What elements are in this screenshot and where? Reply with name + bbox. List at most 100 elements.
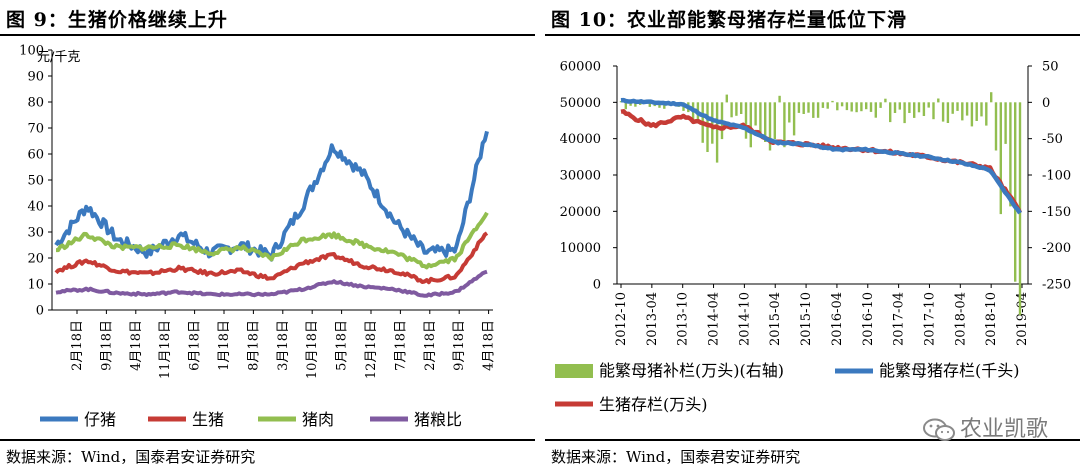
x-tick-label: 6月18日 [188, 320, 203, 371]
bar-sow-replenish [768, 102, 772, 151]
bar-sow-replenish [802, 102, 805, 114]
legend-swatch [555, 364, 593, 378]
y-right-tick-label: -50 [1042, 132, 1063, 147]
bar-sow-replenish [783, 102, 786, 148]
y-left-tick-label: 0 [593, 278, 601, 293]
x-tick-label: 2017-10 [922, 292, 937, 346]
y-tick-label: 50 [27, 174, 44, 189]
y-tick-label: 90 [27, 70, 44, 85]
bar-sow-replenish [740, 102, 743, 114]
bar-sow-replenish [812, 102, 815, 118]
y-left-tick-label: 20000 [560, 205, 601, 220]
bar-sow-replenish [730, 102, 733, 118]
series-line-hog-grain-ratio [55, 269, 488, 298]
y-tick-label: 40 [27, 200, 44, 215]
y-right-tick-label: -150 [1042, 205, 1071, 220]
x-tick-label: 2017-04 [892, 292, 907, 346]
legend-label: 仔猪 [84, 410, 116, 429]
x-tick-label: 2016-04 [830, 292, 845, 346]
y-tick-label: 60 [27, 148, 44, 163]
bar-sow-replenish [855, 102, 858, 113]
bar-sow-replenish [1009, 102, 1012, 207]
bar-sow-replenish [990, 92, 993, 103]
bar-sow-replenish [869, 102, 873, 112]
bar-sow-replenish [970, 102, 974, 127]
series-line-sow-inventory [620, 97, 1022, 215]
y-left-tick-label: 40000 [560, 132, 601, 147]
series-line-piglet [54, 130, 489, 262]
bar-sow-replenish [807, 102, 810, 113]
bar-sow-replenish [744, 102, 748, 139]
y-tick-label: 20 [27, 252, 44, 267]
source-note: 数据来源：Wind，国泰君安证券研究 [551, 448, 801, 466]
bar-sow-replenish [648, 102, 651, 107]
x-tick-label: 9月18日 [452, 320, 467, 371]
bar-sow-replenish [941, 102, 945, 122]
title-rule [0, 34, 535, 36]
y-tick-label: 10 [27, 278, 44, 293]
series-line-pork [56, 211, 489, 270]
x-tick-label: 8月18日 [246, 320, 261, 371]
bar-sow-replenish [884, 98, 887, 103]
bar-sow-replenish [956, 102, 959, 111]
bar-sow-replenish [874, 102, 877, 118]
title-rule [545, 34, 1080, 36]
bar-sow-replenish [792, 102, 796, 136]
y-right-tick-label: -250 [1042, 278, 1071, 293]
bar-sow-replenish [932, 102, 935, 120]
bar-sow-replenish [773, 102, 776, 139]
bar-sow-replenish [913, 102, 916, 118]
x-tick-label: 9月18日 [99, 320, 114, 371]
bar-sow-replenish [634, 102, 637, 107]
bar-sow-replenish [624, 102, 627, 110]
bar-sow-replenish [691, 102, 695, 123]
bar-sow-replenish [980, 102, 983, 117]
y-left-tick-label: 60000 [560, 60, 601, 75]
legend-label: 能繁母猪补栏(万头)(右轴) [599, 361, 784, 380]
bar-sow-replenish [922, 102, 926, 116]
bar-sow-replenish [951, 102, 954, 114]
right-chart-svg: 0 10000 20000 30000 40000 50000 60000 -250 -200 -… [555, 60, 1071, 414]
bar-sow-replenish [1004, 102, 1007, 144]
x-tick-label: 2015-10 [799, 292, 814, 346]
y-right-tick-label: 0 [1042, 96, 1050, 111]
source-rule [0, 439, 535, 441]
bar-sow-replenish [663, 102, 666, 109]
legend-label: 生猪 [192, 410, 224, 429]
x-tick-label: 2013-04 [645, 292, 660, 346]
y-left-tick-label: 30000 [560, 169, 601, 184]
bar-sow-replenish [831, 100, 834, 103]
x-tick-label: 2015-04 [768, 292, 783, 346]
x-tick-label: 7月18日 [393, 320, 408, 371]
bar-sow-replenish [764, 102, 767, 142]
series-line-live-hog [54, 231, 489, 285]
y-unit-label: 元/千克 [37, 50, 80, 65]
bar-sow-replenish [845, 102, 849, 111]
x-tick-label: 2012-10 [614, 292, 629, 346]
bar-sow-replenish [629, 102, 632, 106]
bar-sow-replenish [836, 102, 839, 111]
source-note: 数据来源：Wind，国泰君安证券研究 [6, 448, 256, 466]
y-tick-label: 70 [27, 122, 44, 137]
x-tick-label: 4月18日 [129, 320, 144, 371]
x-tick-label: 10月18日 [305, 320, 320, 379]
bar-sow-replenish [879, 102, 882, 108]
x-tick-label: 2019-04 [1015, 292, 1030, 346]
bar-sow-replenish [903, 102, 906, 124]
legend-label: 生猪存栏(万头) [599, 395, 708, 414]
bar-sow-replenish [898, 102, 901, 110]
x-tick-label: 2013-10 [676, 292, 691, 346]
bar-sow-replenish [711, 102, 714, 144]
watermark: 农业凯歌 [922, 411, 1048, 443]
left-chart-panel: 图 9：生猪价格继续上升 0 10 20 30 40 50 60 70 80 90 100 元/千克 2… [0, 0, 535, 474]
x-tick-label: 2014-10 [737, 292, 752, 346]
x-tick-label: 2016-10 [861, 292, 876, 346]
y-tick-label: 80 [27, 96, 44, 111]
x-tick-label: 2018-10 [984, 292, 999, 346]
bar-sow-replenish [961, 102, 964, 121]
x-tick-label: 4月18日 [482, 320, 497, 371]
x-tick-label: 2月18日 [70, 320, 85, 371]
bar-sow-replenish [850, 102, 853, 112]
bar-sow-replenish [619, 101, 623, 103]
